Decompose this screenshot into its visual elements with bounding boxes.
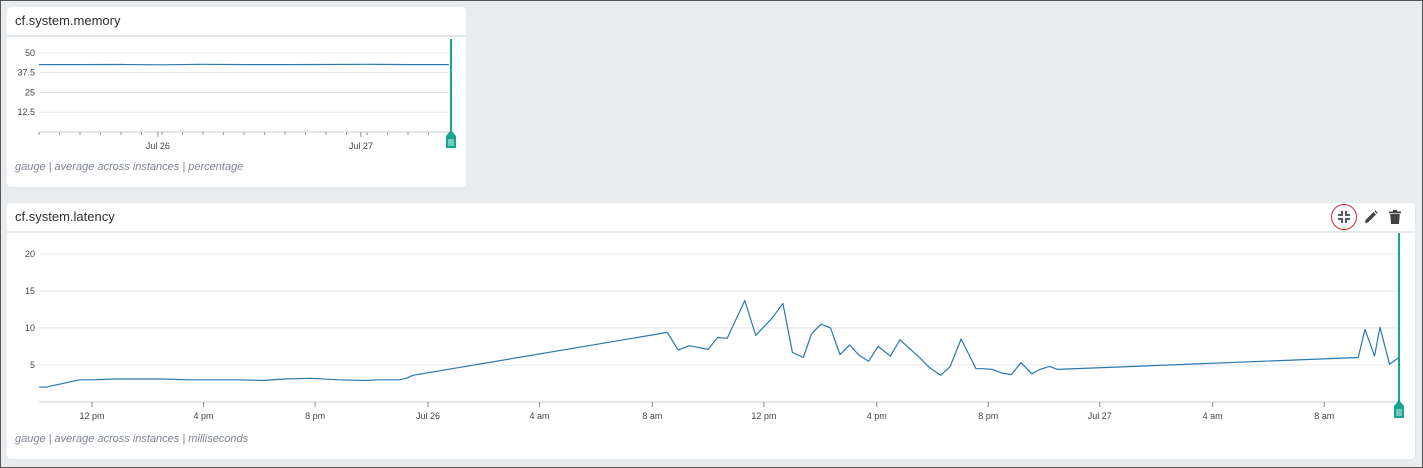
series-line [39, 299, 1400, 388]
collapse-icon [1338, 211, 1350, 223]
series-line [39, 63, 449, 66]
x-tick-label: 4 pm [867, 411, 887, 421]
x-tick-label: 8 am [1314, 411, 1334, 421]
x-tick-label: Jul 27 [1088, 411, 1112, 421]
panel-title: cf.system.memory [15, 13, 121, 28]
edit-button[interactable] [1361, 207, 1381, 227]
x-tick-label: 12 pm [80, 411, 105, 421]
y-tick-label: 15 [25, 286, 35, 296]
x-tick-label: 8 pm [978, 411, 998, 421]
time-marker-handle[interactable] [446, 130, 456, 148]
x-tick-label: 4 am [529, 411, 549, 421]
delete-button[interactable] [1385, 207, 1405, 227]
x-tick-label: Jul 27 [349, 141, 373, 151]
memory-panel: cf.system.memory 12.5 25 37.5 50 Jul 26 Jul 2… [7, 7, 466, 187]
latency-chart[interactable]: 5 10 15 20 12 pm 4 pm 8 pm Jul 26 4 am 8 am 12 pm 4… [7, 203, 1415, 459]
panel-footer: gauge | average across instances | milli… [15, 433, 249, 445]
y-tick-label: 20 [25, 249, 35, 259]
collapse-button[interactable] [1331, 204, 1357, 230]
x-tick-label: Jul 26 [146, 141, 170, 151]
panel-footer: gauge | average across instances | perce… [15, 161, 244, 173]
y-tick-label: 25 [25, 87, 35, 97]
y-tick-label: 12.5 [17, 107, 35, 117]
x-tick-label: 8 pm [305, 411, 325, 421]
pencil-icon [1365, 210, 1378, 223]
x-tick-label: 8 am [642, 411, 662, 421]
trash-icon [1389, 210, 1401, 224]
x-tick-label: 12 pm [751, 411, 776, 421]
panel-header: cf.system.latency [7, 203, 1415, 233]
latency-panel: cf.system.latency 5 10 15 [7, 203, 1415, 459]
y-tick-label: 5 [30, 360, 35, 370]
y-tick-label: 50 [25, 48, 35, 58]
memory-chart[interactable]: 12.5 25 37.5 50 Jul 26 Jul 27 [7, 7, 466, 187]
y-tick-label: 10 [25, 323, 35, 333]
panel-title: cf.system.latency [15, 209, 115, 224]
x-tick-label: Jul 26 [416, 411, 440, 421]
time-marker-handle[interactable] [1394, 400, 1404, 418]
y-tick-label: 37.5 [17, 68, 35, 78]
panel-actions [1331, 203, 1405, 231]
x-tick-label: 4 pm [194, 411, 214, 421]
x-tick-label: 4 am [1203, 411, 1223, 421]
panel-header: cf.system.memory [7, 7, 466, 37]
